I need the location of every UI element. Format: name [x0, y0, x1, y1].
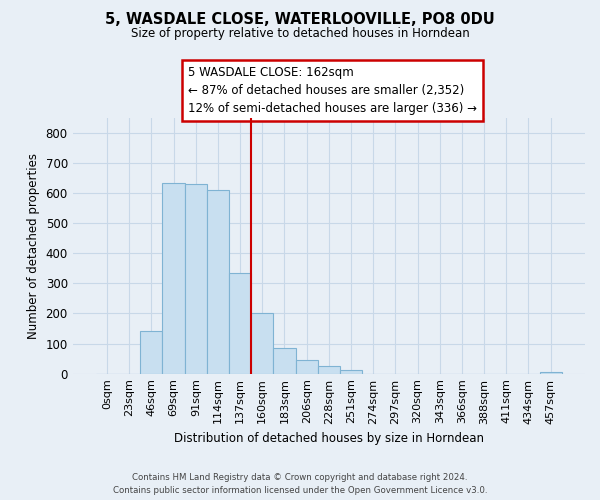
- Bar: [229, 274, 251, 374]
- Text: 5 WASDALE CLOSE: 162sqm
← 87% of detached houses are smaller (2,352)
12% of semi: 5 WASDALE CLOSE: 162sqm ← 87% of detache…: [188, 66, 477, 116]
- Text: Size of property relative to detached houses in Horndean: Size of property relative to detached ho…: [131, 28, 469, 40]
- Bar: [140, 330, 163, 374]
- Bar: [251, 314, 274, 374]
- Bar: [340, 370, 362, 374]
- Y-axis label: Number of detached properties: Number of detached properties: [27, 153, 40, 339]
- Bar: [207, 190, 229, 374]
- Text: Contains HM Land Registry data © Crown copyright and database right 2024.
Contai: Contains HM Land Registry data © Crown c…: [113, 474, 487, 495]
- X-axis label: Distribution of detached houses by size in Horndean: Distribution of detached houses by size …: [174, 432, 484, 445]
- Bar: [539, 372, 562, 374]
- Bar: [274, 348, 296, 374]
- Bar: [163, 183, 185, 374]
- Bar: [296, 360, 318, 374]
- Text: 5, WASDALE CLOSE, WATERLOOVILLE, PO8 0DU: 5, WASDALE CLOSE, WATERLOOVILLE, PO8 0DU: [105, 12, 495, 28]
- Bar: [185, 184, 207, 374]
- Bar: [318, 366, 340, 374]
